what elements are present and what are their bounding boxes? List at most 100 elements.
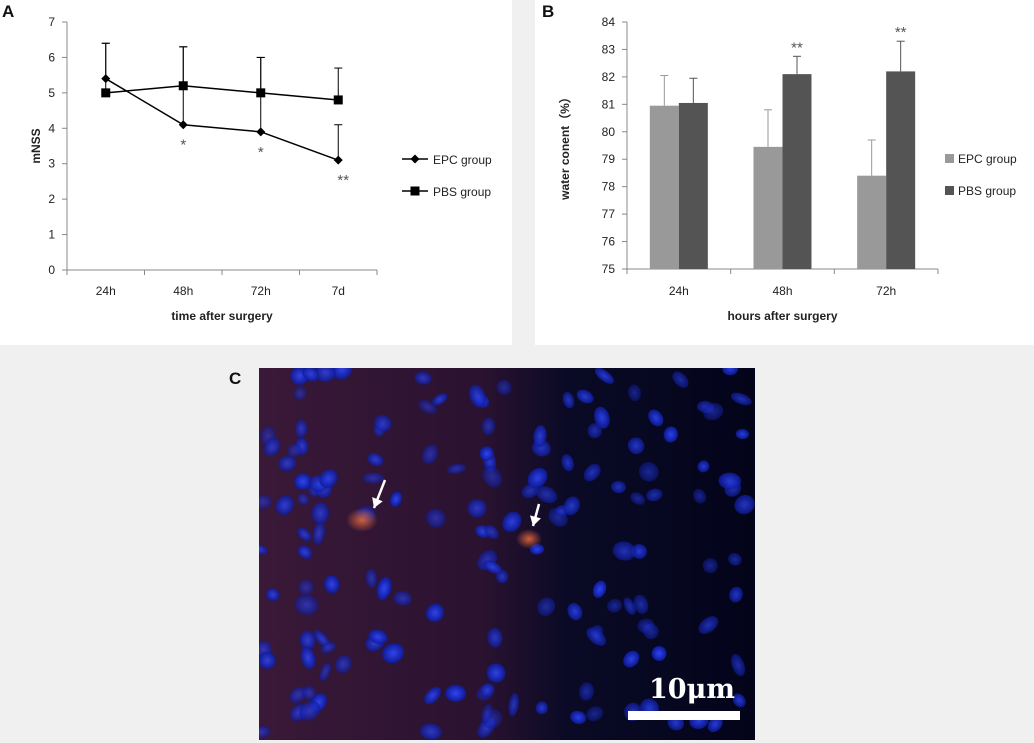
y-tick-label: 77 bbox=[602, 207, 616, 221]
cell-nucleus bbox=[697, 460, 710, 473]
cell-nucleus bbox=[586, 627, 607, 646]
x-tick-label: 48h bbox=[173, 284, 193, 298]
micrograph-image bbox=[259, 368, 755, 740]
cell-nucleus bbox=[319, 662, 332, 682]
panel-a: A 0 1 2 3 4 5 6 7 24h 48h 72h 7d time after surgery m… bbox=[0, 0, 512, 345]
cell-nucleus bbox=[259, 725, 271, 739]
cell-nucleus bbox=[259, 543, 268, 555]
cell-nucleus bbox=[362, 472, 384, 484]
cell-nucleus bbox=[299, 700, 321, 721]
legend-swatch bbox=[945, 154, 954, 163]
y-tick-label: 6 bbox=[48, 50, 55, 64]
cell-nucleus bbox=[331, 368, 353, 380]
y-tick-label: 0 bbox=[48, 263, 55, 277]
pbs-bar bbox=[886, 71, 916, 270]
cell-nucleus bbox=[648, 409, 664, 427]
cell-nucleus bbox=[728, 553, 742, 566]
cell-nucleus bbox=[672, 371, 689, 388]
panel-b-letter: B bbox=[542, 2, 555, 21]
epc-bar bbox=[857, 175, 887, 269]
cell-nucleus bbox=[508, 692, 519, 717]
cell-nucleus bbox=[718, 472, 742, 490]
cell-nucleus bbox=[627, 437, 645, 455]
legend-diamond-icon bbox=[410, 154, 420, 164]
cell-nucleus bbox=[481, 703, 493, 724]
y-tick-label: 78 bbox=[602, 180, 616, 194]
cell-nucleus bbox=[263, 437, 281, 457]
epc-series-line bbox=[105, 78, 339, 161]
cell-nucleus bbox=[729, 586, 743, 603]
cell-nucleus bbox=[587, 423, 602, 439]
cell-nucleus bbox=[425, 603, 445, 623]
legend-square-icon bbox=[410, 186, 420, 196]
cell-nucleus bbox=[294, 594, 319, 615]
cell-nucleus bbox=[294, 473, 312, 491]
cell-nucleus bbox=[563, 496, 580, 516]
cell-nucleus bbox=[314, 368, 336, 383]
cell-nucleus bbox=[299, 630, 316, 650]
cell-nucleus bbox=[693, 488, 707, 504]
cell-nucleus bbox=[637, 618, 655, 634]
epc-bar bbox=[649, 105, 679, 269]
y-tick-label: 80 bbox=[602, 125, 616, 139]
cell-nucleus bbox=[300, 646, 316, 670]
cell-nucleus bbox=[630, 492, 645, 505]
cell-nucleus bbox=[607, 598, 623, 613]
cell-nucleus bbox=[368, 629, 388, 644]
y-tick-label: 83 bbox=[602, 42, 616, 56]
cell-nucleus bbox=[592, 580, 607, 598]
panel-a-letter: A bbox=[2, 2, 15, 21]
cell-nucleus bbox=[297, 545, 313, 559]
significance-marker: * bbox=[258, 144, 264, 161]
x-tick-label: 24h bbox=[669, 284, 689, 298]
cell-nucleus bbox=[484, 524, 499, 540]
cell-nucleus bbox=[278, 455, 297, 472]
cell-nucleus bbox=[707, 716, 723, 733]
pbs-data-point bbox=[333, 95, 343, 105]
significance-marker: * bbox=[180, 137, 186, 154]
cell-nucleus bbox=[535, 701, 548, 715]
cell-nucleus bbox=[502, 511, 522, 532]
epc-bar bbox=[753, 146, 783, 269]
cell-nucleus bbox=[483, 560, 503, 575]
pbs-bar bbox=[782, 74, 812, 270]
cell-nucleus bbox=[467, 499, 487, 518]
x-axis-title: time after surgery bbox=[171, 309, 273, 323]
scale-bar bbox=[628, 711, 740, 720]
x-axis-title: hours after surgery bbox=[727, 309, 837, 323]
cell-nucleus bbox=[612, 541, 636, 561]
cell-nucleus bbox=[294, 419, 308, 438]
cell-nucleus bbox=[698, 616, 719, 634]
cell-nucleus bbox=[631, 543, 647, 559]
cell-nucleus bbox=[594, 368, 614, 384]
cell-nucleus bbox=[447, 463, 466, 474]
cell-nucleus bbox=[586, 706, 604, 722]
cell-nucleus bbox=[445, 684, 467, 702]
x-tick-label: 24h bbox=[96, 284, 116, 298]
pbs-data-point bbox=[178, 81, 188, 91]
cell-nucleus bbox=[319, 469, 338, 488]
mnss-line-chart: 0 1 2 3 4 5 6 7 24h 48h 72h 7d time after surgery mNS… bbox=[29, 15, 492, 323]
y-tick-label: 1 bbox=[48, 228, 55, 242]
cell-nucleus bbox=[536, 485, 558, 504]
cell-nucleus bbox=[374, 414, 392, 432]
x-tick-label: 72h bbox=[876, 284, 896, 298]
y-tick-label: 4 bbox=[48, 121, 55, 135]
x-tick-label: 72h bbox=[251, 284, 271, 298]
cell-nucleus bbox=[663, 426, 678, 443]
cell-nucleus bbox=[638, 462, 659, 482]
cell-nucleus bbox=[646, 488, 663, 502]
scale-bar-label: 10μm bbox=[649, 674, 735, 705]
cell-nucleus bbox=[376, 576, 392, 601]
cell-nucleus bbox=[482, 465, 502, 488]
significance-marker: ** bbox=[337, 172, 349, 189]
cell-nucleus bbox=[480, 682, 495, 698]
cell-nucleus bbox=[298, 579, 314, 596]
legend-label: PBS group bbox=[433, 185, 491, 199]
cell-nucleus bbox=[320, 641, 336, 654]
cell-nucleus bbox=[611, 480, 626, 494]
cell-nucleus bbox=[469, 384, 486, 408]
cell-nucleus bbox=[424, 686, 442, 705]
cell-nucleus bbox=[562, 391, 575, 409]
cell-nucleus bbox=[422, 444, 439, 465]
